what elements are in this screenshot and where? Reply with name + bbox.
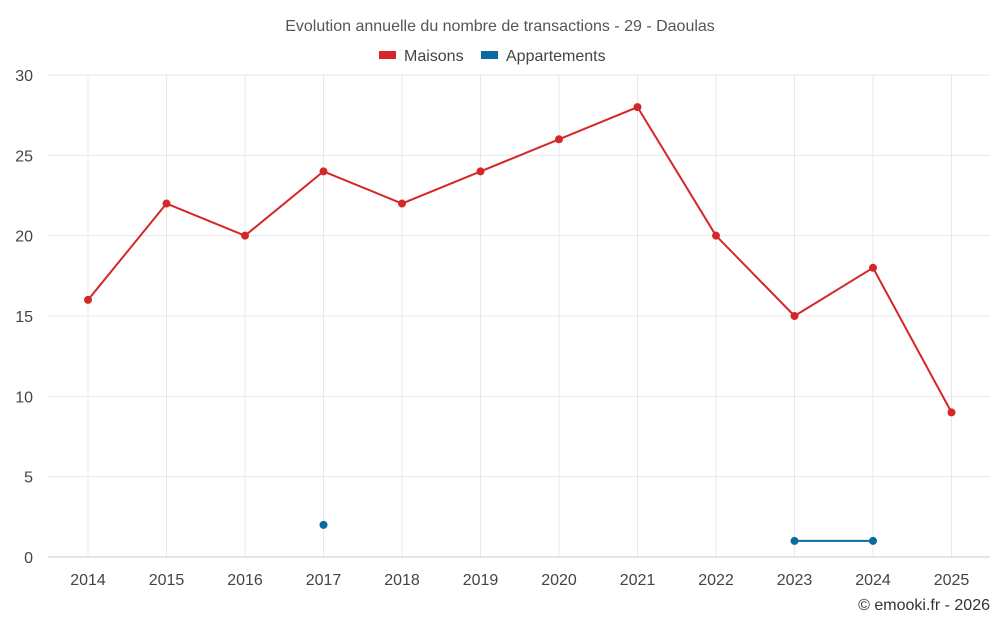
point-maisons-2024[interactable]: [869, 263, 877, 272]
y-tick-label: 5: [24, 470, 33, 487]
point-maisons-2020[interactable]: [555, 135, 563, 144]
x-tick-label: 2023: [777, 572, 813, 589]
x-tick-label: 2018: [384, 572, 420, 589]
legend: Maisons Appartements: [379, 48, 606, 65]
y-tick-label: 25: [15, 148, 33, 165]
grid: [48, 74, 990, 557]
y-tick-label: 10: [15, 389, 33, 406]
point-maisons-2021[interactable]: [633, 103, 642, 112]
legend-swatch-maisons: [379, 51, 396, 59]
x-tick-label: 2024: [855, 572, 891, 589]
chart-title: Evolution annuelle du nombre de transact…: [285, 18, 715, 35]
point-maisons-2014[interactable]: [84, 295, 92, 304]
point-maisons-2017[interactable]: [319, 167, 328, 176]
x-tick-label: 2025: [934, 572, 970, 589]
point-appartements-2023[interactable]: [790, 536, 799, 545]
legend-label-maisons[interactable]: Maisons: [404, 48, 464, 65]
point-maisons-2015[interactable]: [162, 199, 171, 208]
credit-text: © emooki.fr - 2026: [858, 597, 990, 614]
x-tick-label: 2014: [70, 572, 106, 589]
point-maisons-2025[interactable]: [947, 408, 956, 417]
point-appartements-2024[interactable]: [869, 536, 877, 545]
y-tick-label: 30: [15, 68, 33, 85]
y-tick-label: 0: [24, 550, 33, 567]
point-maisons-2023[interactable]: [790, 312, 799, 320]
point-maisons-2018[interactable]: [398, 199, 406, 208]
y-tick-label: 15: [15, 309, 33, 326]
point-maisons-2022[interactable]: [712, 231, 720, 240]
point-maisons-2016[interactable]: [241, 231, 249, 240]
x-tick-label: 2016: [227, 572, 263, 589]
point-appartements-2017[interactable]: [319, 520, 328, 529]
x-tick-label: 2020: [541, 572, 577, 589]
x-tick-label: 2019: [463, 572, 499, 589]
point-maisons-2019[interactable]: [476, 167, 485, 176]
series: [84, 103, 956, 545]
x-tick-label: 2022: [698, 572, 734, 589]
x-tick-label: 2015: [149, 572, 185, 589]
legend-label-appartements[interactable]: Appartements: [506, 48, 606, 65]
y-tick-label: 20: [15, 229, 33, 246]
legend-swatch-appartements: [481, 51, 498, 59]
x-tick-label: 2017: [306, 572, 342, 589]
x-tick-label: 2021: [620, 572, 656, 589]
series-line-maisons: [87, 106, 953, 413]
